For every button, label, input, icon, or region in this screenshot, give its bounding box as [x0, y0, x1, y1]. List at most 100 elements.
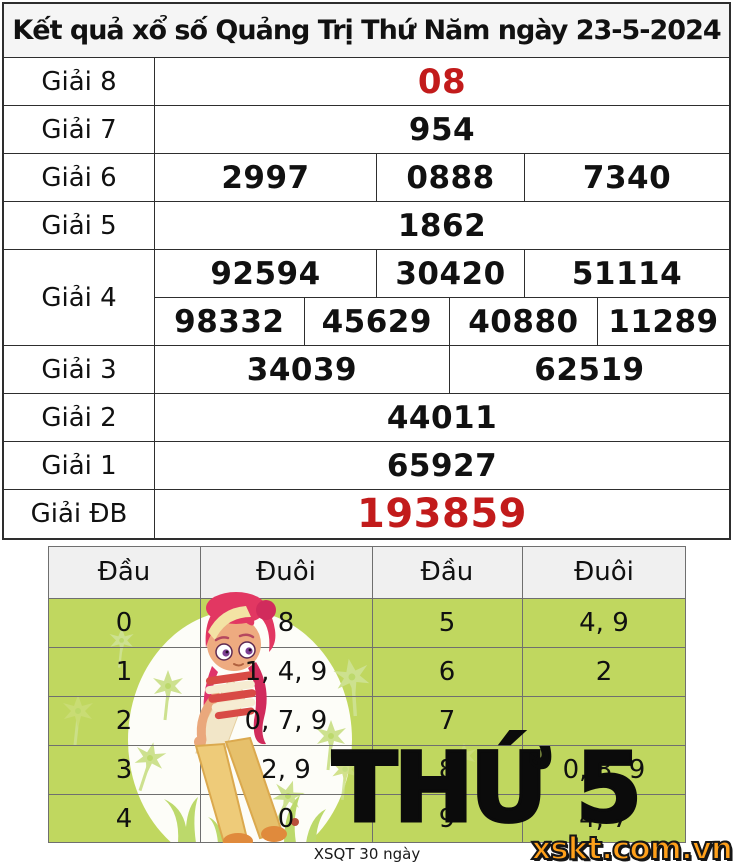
prize-line: 44011 — [155, 394, 729, 441]
prize-line: 193859 — [155, 490, 729, 538]
tail-value: 4, 9 — [579, 607, 629, 638]
prize-number: 2997 — [221, 159, 310, 196]
prize-row: Giải 2 44011 — [4, 394, 729, 442]
prize-number: 7340 — [524, 154, 729, 201]
header-dau-right: Đầu — [420, 557, 474, 587]
tail-cell: 1, 4, 9 — [200, 647, 372, 696]
prize-number: 65927 — [386, 447, 498, 484]
prize-number: 0888 — [375, 154, 524, 201]
prize-values: 08 — [155, 58, 729, 105]
tail-value: 5 — [438, 607, 456, 638]
prize-values: 65927 — [155, 442, 729, 489]
prize-label: Giải 7 — [4, 106, 155, 153]
tail-value: 6 — [438, 656, 456, 687]
tail-value: 1 — [115, 656, 133, 687]
head-tail-header-row: Đầu Đuôi Đầu Đuôi — [48, 546, 686, 598]
tail-cell: 4, 7 — [522, 794, 686, 843]
prize-row: Giải 5 1862 — [4, 202, 729, 250]
prize-row: Giải 4 92594 30420 51114 98332 45629 40880 1128… — [4, 250, 729, 346]
prize-values: 44011 — [155, 394, 729, 441]
header-duoi-left: Đuôi — [256, 557, 316, 587]
site-logo[interactable]: xskt.com.vn — [530, 830, 734, 867]
tail-cell: 8 — [200, 598, 372, 647]
prize-number: 51114 — [524, 250, 729, 297]
tail-cell: 0, 8, 9 — [522, 745, 686, 794]
page-title: Kết quả xổ số Quảng Trị Thứ Năm ngày 23-… — [4, 4, 729, 58]
prize-number: 98332 — [174, 303, 285, 340]
prize-line: 08 — [155, 58, 729, 105]
tail-value: 0, 8, 9 — [562, 754, 646, 785]
prize-number: 62519 — [448, 346, 729, 393]
tail-cell: 4, 9 — [522, 598, 686, 647]
prize-number: 30420 — [375, 250, 524, 297]
tail-value: 0, 7, 9 — [244, 705, 328, 736]
tail-cell: 6 — [372, 647, 522, 696]
tail-cell: 2 — [522, 647, 686, 696]
tail-value: 0 — [277, 803, 295, 834]
prize-label: Giải 1 — [4, 442, 155, 489]
tail-cell: 4 — [48, 794, 200, 843]
prize-row: Giải 8 08 — [4, 58, 729, 106]
tail-value: 3 — [115, 754, 133, 785]
prize-number: 45629 — [303, 298, 449, 345]
prize-label: Giải 3 — [4, 346, 155, 393]
tail-value: 2 — [595, 656, 613, 687]
prize-line: 65927 — [155, 442, 729, 489]
prize-line: 34039 62519 — [155, 346, 729, 393]
prize-line: 92594 30420 51114 — [155, 250, 729, 297]
tail-cell: 7 — [372, 696, 522, 745]
tail-cell: 9 — [372, 794, 522, 843]
header-duoi-right: Đuôi — [574, 557, 634, 587]
prize-line: 954 — [155, 106, 729, 153]
tail-cell: 1 — [48, 647, 200, 696]
prize-label: Giải 2 — [4, 394, 155, 441]
prize-label: Giải 5 — [4, 202, 155, 249]
prize-row: Giải 7 954 — [4, 106, 729, 154]
prize-label: Giải ĐB — [4, 490, 155, 538]
prize-label: Giải 6 — [4, 154, 155, 201]
header-dau-left: Đầu — [97, 557, 151, 587]
prize-line: 2997 0888 7340 — [155, 154, 729, 201]
prize-number: 11289 — [596, 298, 729, 345]
prize-label: Giải 4 — [4, 250, 155, 345]
prize-number: 92594 — [210, 255, 321, 292]
stats-30-days-link[interactable]: XSQT 30 ngày — [313, 845, 421, 863]
tail-row: 1 1, 4, 9 6 2 — [48, 647, 686, 696]
prize-row: Giải 6 2997 0888 7340 — [4, 154, 729, 202]
prize-values: 2997 0888 7340 — [155, 154, 729, 201]
prize-values: 954 — [155, 106, 729, 153]
prize-table: Kết quả xổ số Quảng Trị Thứ Năm ngày 23-… — [2, 2, 731, 540]
prize-values: 92594 30420 51114 98332 45629 40880 11289 — [155, 250, 729, 345]
tail-value: 2 — [115, 705, 133, 736]
prize-number: 954 — [408, 111, 476, 148]
prize-number: 193859 — [357, 491, 527, 537]
prize-row: Giải 1 65927 — [4, 442, 729, 490]
tail-row: 0 8 5 4, 9 — [48, 598, 686, 647]
tail-cell: 5 — [372, 598, 522, 647]
prize-label: Giải 8 — [4, 58, 155, 105]
tail-value: 0 — [115, 607, 133, 638]
tail-cell: 3 — [48, 745, 200, 794]
prize-line: 1862 — [155, 202, 729, 249]
tail-cell: 0 — [48, 598, 200, 647]
weekday-overlay-text: THỨ 5 — [330, 732, 643, 844]
prize-row: Giải 3 34039 62519 — [4, 346, 729, 394]
tail-cell: 2 — [48, 696, 200, 745]
tail-value: 4, 7 — [579, 803, 629, 834]
tail-value: 7 — [438, 705, 456, 736]
tail-value: 4 — [115, 803, 133, 834]
tail-value: 2, 9 — [261, 754, 311, 785]
prize-number: 34039 — [246, 351, 358, 388]
tail-value: 1, 4, 9 — [244, 656, 328, 687]
prize-values: 34039 62519 — [155, 346, 729, 393]
prize-rows: Giải 8 08 Giải 7 954 Giải 6 2997 0888 7340 Giải … — [4, 58, 729, 538]
prize-number: 44011 — [386, 399, 498, 436]
prize-values: 193859 — [155, 490, 729, 538]
prize-number: 08 — [417, 61, 467, 102]
prize-number: 40880 — [448, 298, 597, 345]
tail-value: 8 — [277, 607, 295, 638]
prize-line: 98332 45629 40880 11289 — [155, 297, 729, 345]
prize-row: Giải ĐB 193859 — [4, 490, 729, 538]
tail-value: 9 — [438, 803, 456, 834]
